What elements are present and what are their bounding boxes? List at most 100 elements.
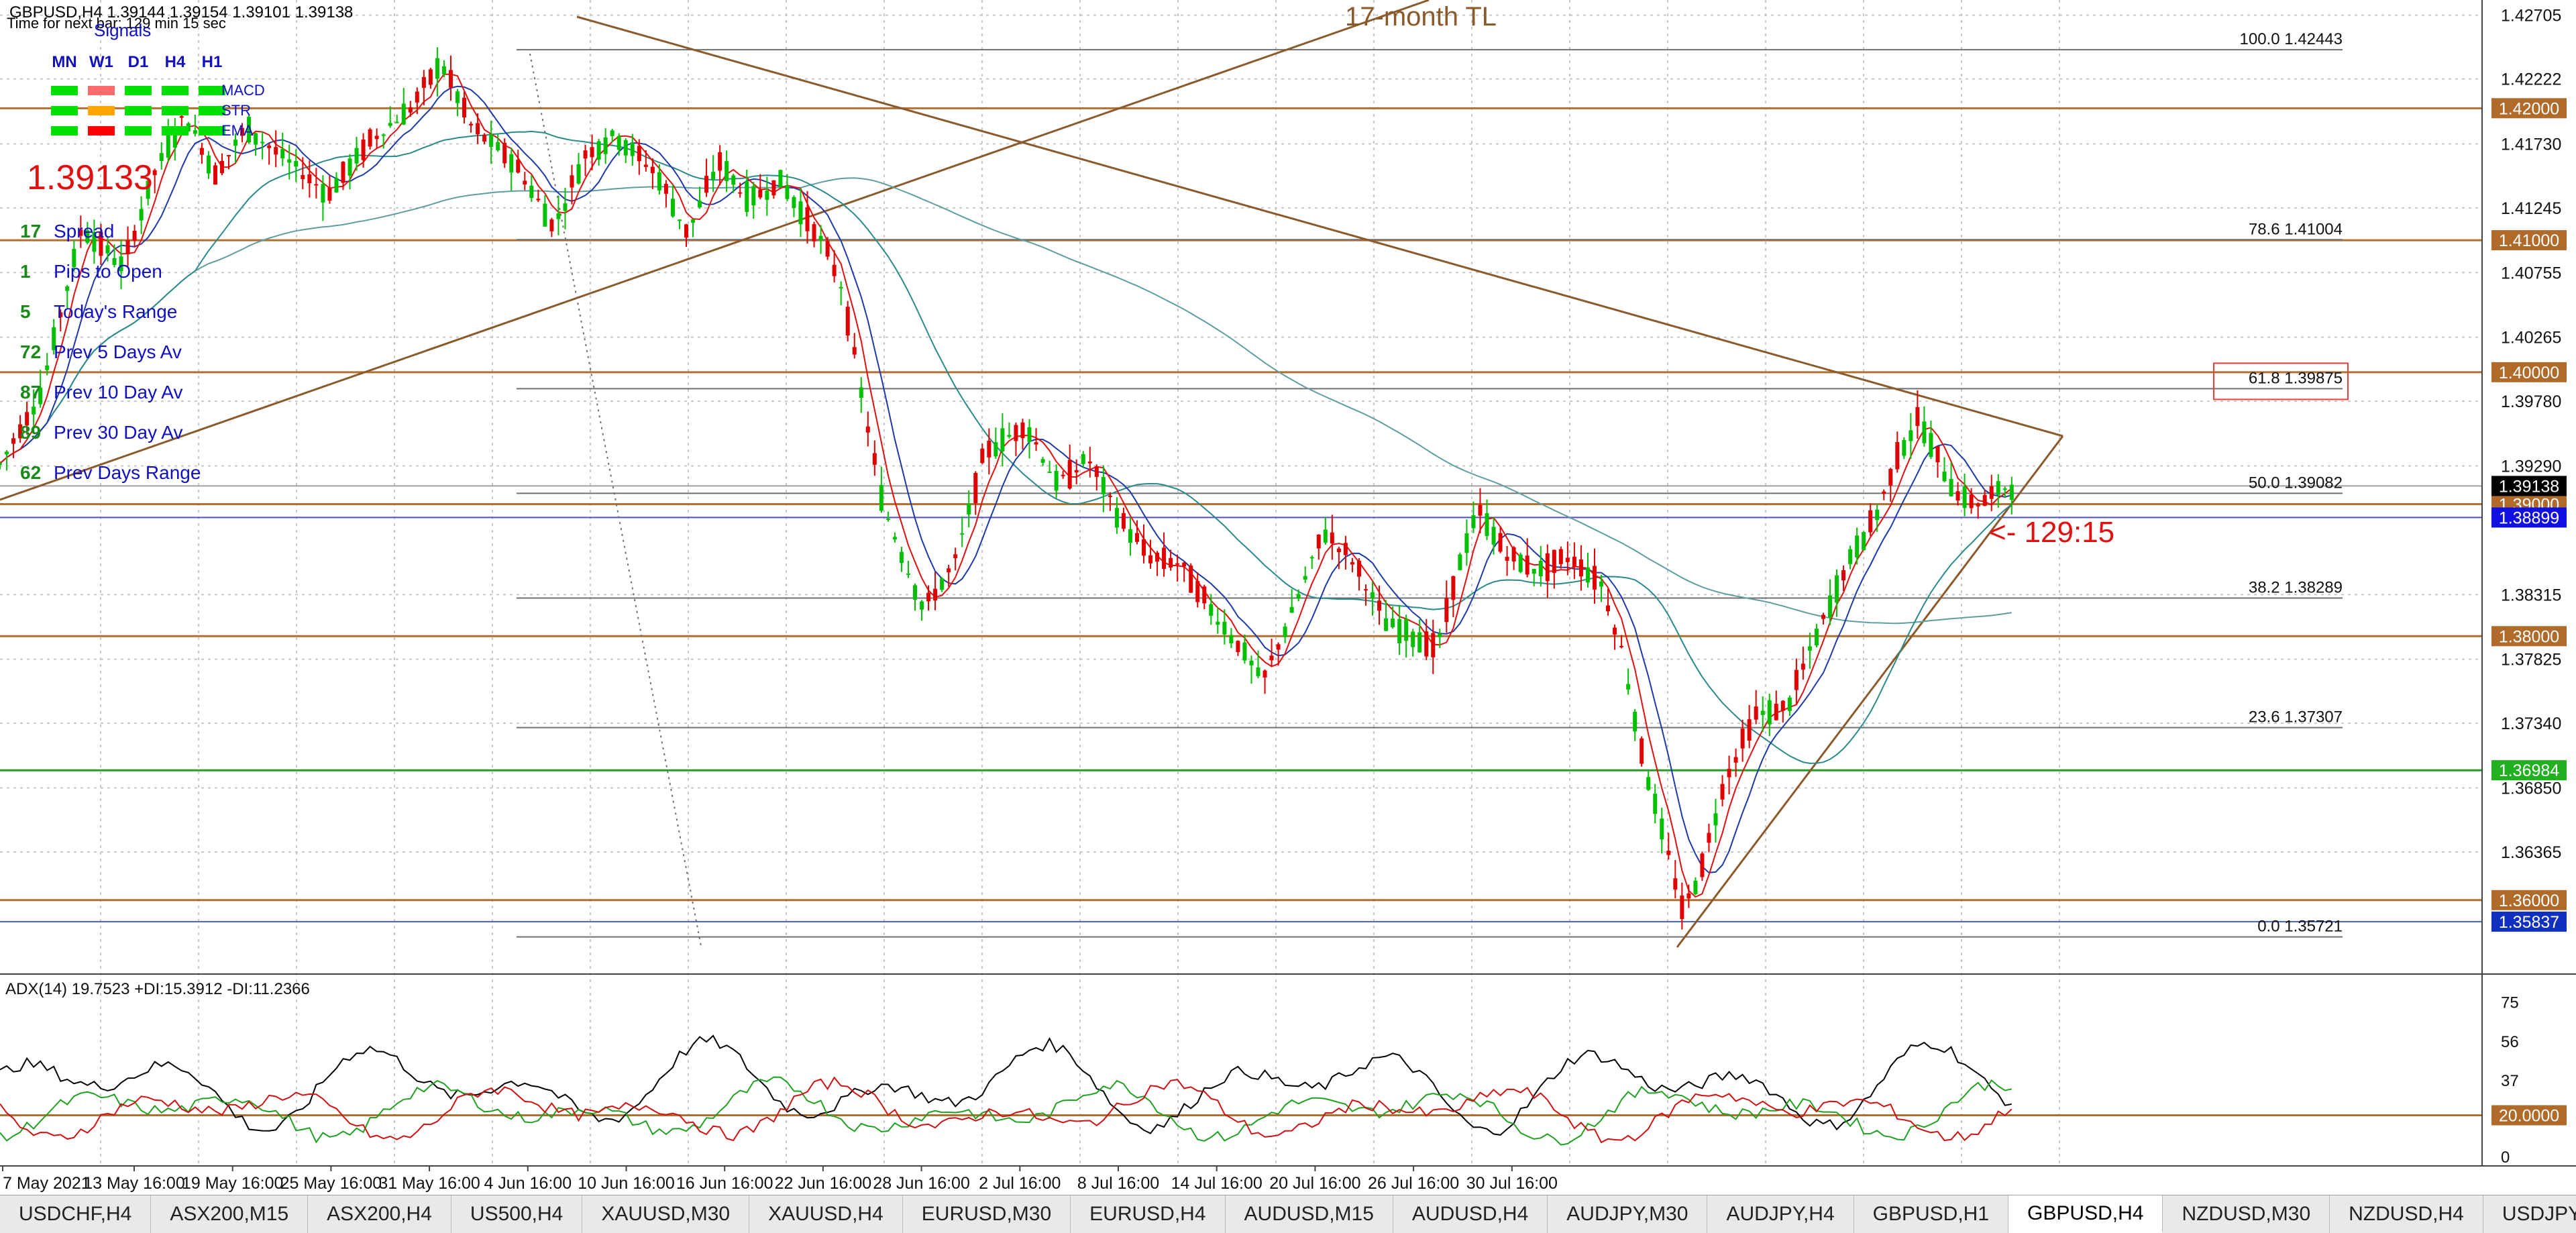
- candle-body: [1982, 494, 1987, 506]
- candle-body: [206, 155, 211, 174]
- chart-tab-us500-h4[interactable]: US500,H4: [451, 1195, 583, 1233]
- price-axis[interactable]: 1.42705 1.42222 1.41730 1.41245 1.40755 1.402…: [2481, 0, 2567, 1166]
- signal-cell: [88, 126, 115, 136]
- candle-body: [960, 533, 965, 535]
- candle-body: [839, 286, 843, 288]
- candle-body: [1350, 561, 1354, 565]
- candle-body: [1774, 704, 1778, 720]
- info-label: Prev 10 Day Av: [54, 382, 182, 403]
- chart-tab-audjpy-m30[interactable]: AUDJPY,M30: [1548, 1195, 1708, 1233]
- candle-body: [1054, 470, 1059, 491]
- candle-body: [543, 203, 547, 227]
- candle-body: [529, 185, 534, 199]
- support-trendline[interactable]: [1676, 435, 2064, 948]
- big-price-display: 1.39133: [27, 158, 153, 197]
- price-tag-1.40000: 1.40000: [2499, 364, 2559, 382]
- candle-body: [1801, 663, 1805, 670]
- candle-body: [1942, 471, 1947, 482]
- candle-body: [1309, 557, 1314, 559]
- chart-tab-eurusd-h4[interactable]: EURUSD,H4: [1071, 1195, 1226, 1233]
- candle-body: [1727, 769, 1731, 778]
- candle-body: [1040, 459, 1045, 463]
- candle-body: [287, 159, 292, 163]
- chart-tab-gbpusd-h1[interactable]: GBPUSD,H1: [1854, 1195, 2009, 1233]
- chart-tab-nzdusd-h4[interactable]: NZDUSD,H4: [2330, 1195, 2483, 1233]
- candle-body: [361, 140, 366, 160]
- candle-body: [1875, 509, 1880, 521]
- adx-axis-label: 0: [2501, 1148, 2510, 1167]
- candle-body: [1498, 533, 1503, 552]
- falling-trendline[interactable]: [576, 15, 2063, 437]
- candle-body: [536, 199, 541, 201]
- chart-tab-gbpusd-h4[interactable]: GBPUSD,H4: [2008, 1195, 2163, 1233]
- chart-tab-audusd-h4[interactable]: AUDUSD,H4: [1393, 1195, 1548, 1233]
- candle-body: [1680, 895, 1684, 920]
- time-axis-label: 8 Jul 16:00: [1077, 1174, 1159, 1193]
- candle-body: [1087, 461, 1092, 464]
- info-value: 17: [20, 221, 41, 242]
- price-axis-label: 1.39290: [2501, 458, 2561, 476]
- price-axis-label: 1.37340: [2501, 714, 2561, 733]
- candle-body: [711, 172, 716, 180]
- candle-body: [643, 164, 648, 167]
- chart-tab-asx200-h4[interactable]: ASX200,H4: [308, 1195, 451, 1233]
- candle-body: [1835, 575, 1839, 603]
- candle-body: [698, 201, 702, 207]
- signal-cell: [88, 106, 115, 115]
- candle-body: [267, 145, 272, 148]
- chart-tab-audusd-m15[interactable]: AUDUSD,M15: [1225, 1195, 1393, 1233]
- candle-body: [1034, 442, 1038, 445]
- candle-body: [771, 180, 776, 196]
- candle-body: [670, 199, 675, 217]
- chart-tab-usdjpy-m30[interactable]: USDJPY,M30: [2483, 1195, 2576, 1233]
- candle-body: [5, 451, 9, 455]
- candle-body: [25, 412, 30, 426]
- chart-tab-xauusd-m30[interactable]: XAUUSD,M30: [582, 1195, 750, 1233]
- candle-body: [630, 142, 635, 156]
- chart-tab-nzdusd-m30[interactable]: NZDUSD,M30: [2163, 1195, 2330, 1233]
- signal-cell: [125, 106, 152, 115]
- candle-body: [1458, 554, 1462, 570]
- candle-body: [1733, 757, 1738, 763]
- rising-trendline[interactable]: [0, 0, 1430, 501]
- price-axis-label: 1.41245: [2501, 199, 2561, 218]
- candle-body: [18, 424, 23, 439]
- chart-tab-usdchf-h4[interactable]: USDCHF,H4: [0, 1195, 152, 1233]
- candle-body: [1558, 549, 1563, 564]
- candle-body: [112, 258, 117, 266]
- fib-label-61.8: 61.8 1.39875: [2249, 369, 2343, 387]
- chart-symbol-header: GBPUSD,H4 1.39144 1.39154 1.39101 1.3913…: [9, 3, 353, 21]
- candle-body: [637, 146, 641, 162]
- candle-body: [940, 578, 945, 590]
- candle-body: [1565, 557, 1570, 562]
- chart-tab-asx200-m15[interactable]: ASX200,M15: [151, 1195, 309, 1233]
- price-tag-1.42000-bg: [2491, 98, 2567, 119]
- adx-axis-label: 75: [2501, 994, 2519, 1012]
- price-tag-1.42000: 1.42000: [2499, 99, 2559, 118]
- chart-tab-xauusd-h4[interactable]: XAUUSD,H4: [749, 1195, 903, 1233]
- candle-body: [65, 286, 70, 291]
- candle-body: [1633, 711, 1638, 732]
- candle-body: [1955, 491, 1960, 501]
- adx-label: ADX(14) 19.7523 +DI:15.3912 -DI:11.2366: [5, 980, 310, 998]
- ask-price-tag: 1.38899: [2499, 508, 2559, 527]
- time-axis-label: 10 Jun 16:00: [578, 1174, 675, 1193]
- candle-body: [818, 235, 823, 240]
- candle-body: [899, 551, 904, 564]
- candle-body: [1707, 833, 1711, 843]
- candle-body: [92, 232, 97, 252]
- chart-tab-eurusd-m30[interactable]: EURUSD,M30: [902, 1195, 1071, 1233]
- candle-body: [401, 103, 406, 125]
- signal-row-EMA: EMA: [221, 122, 254, 139]
- chart-tab-audjpy-h4[interactable]: AUDJPY,H4: [1707, 1195, 1854, 1233]
- trendlines[interactable]: 17-month TL: [0, 0, 2064, 948]
- candle-body: [657, 172, 661, 191]
- candle-body: [1780, 700, 1785, 711]
- candle-body: [1289, 606, 1294, 613]
- candle-body: [1935, 445, 1940, 463]
- info-value: 72: [20, 341, 41, 362]
- candle-body: [1101, 477, 1106, 494]
- candle-body: [1175, 563, 1180, 565]
